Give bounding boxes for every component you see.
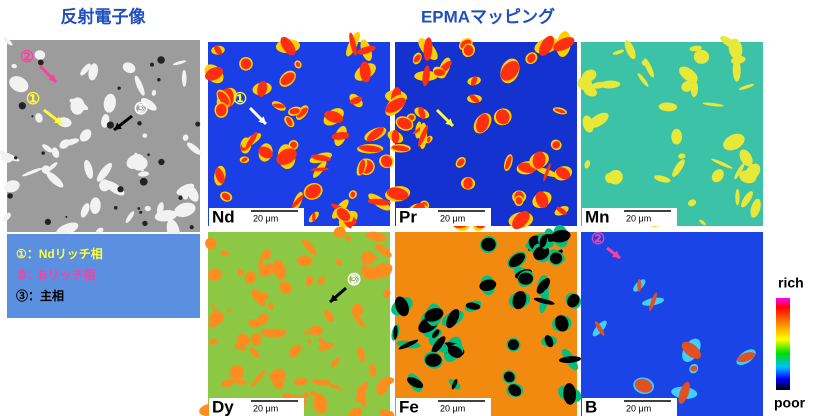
pore <box>142 221 147 226</box>
pore <box>150 63 154 67</box>
marker-label: ② <box>20 49 34 66</box>
pore <box>190 225 194 229</box>
pore <box>14 156 17 159</box>
element-label: Dy <box>212 397 234 416</box>
element-label: Fe <box>399 397 419 416</box>
legend-item: ①：Ndリッチ相 <box>16 246 103 261</box>
legend-item: ②：Bリッチ相 <box>16 267 95 282</box>
pore <box>158 159 164 165</box>
scale-label: 20 μm <box>440 403 465 413</box>
element-label: Pr <box>399 207 417 226</box>
element-label: Mn <box>585 207 610 226</box>
pore <box>140 178 148 186</box>
epma-title: EPMAマッピング <box>421 6 555 26</box>
pore <box>19 102 26 109</box>
pore <box>114 206 118 210</box>
marker-label: ③ <box>134 101 148 118</box>
pore <box>178 196 182 200</box>
scale-label: 20 μm <box>626 213 651 223</box>
color-bar-top: rich <box>778 275 804 291</box>
element-label: Nd <box>212 207 235 226</box>
pore <box>137 207 140 210</box>
scale-label: 20 μm <box>626 403 651 413</box>
color-bar <box>776 298 790 390</box>
pore <box>117 186 123 192</box>
pore <box>31 115 33 117</box>
pore <box>7 193 13 199</box>
color-bar-bottom: poor <box>774 395 806 411</box>
pore <box>139 211 142 214</box>
figure: 反射電子像 EPMAマッピング ② ① ③ Nd 20 μm Pr 20 μm Mn 20 μm… <box>0 0 817 416</box>
pore <box>147 153 150 156</box>
bse-title: 反射電子像 <box>61 6 147 26</box>
grain <box>637 279 641 292</box>
scale-label: 20 μm <box>440 213 465 223</box>
pore <box>137 121 141 125</box>
legend-item: ③：主相 <box>16 288 64 303</box>
pore <box>38 60 44 66</box>
marker-label: ③ <box>347 272 361 289</box>
scale-label: 20 μm <box>253 403 278 413</box>
pore <box>107 121 114 128</box>
pore <box>157 78 160 81</box>
pore <box>41 151 44 154</box>
element-label: B <box>585 397 597 416</box>
pore <box>157 56 164 63</box>
pore <box>117 87 120 90</box>
image <box>7 40 200 232</box>
pore <box>195 122 200 127</box>
pore <box>45 219 51 225</box>
scale-label: 20 μm <box>253 213 278 223</box>
marker-label: ② <box>591 231 605 248</box>
image <box>581 232 763 416</box>
pore <box>65 216 67 218</box>
marker-label: ① <box>26 91 40 108</box>
marker-label: ① <box>233 91 247 108</box>
